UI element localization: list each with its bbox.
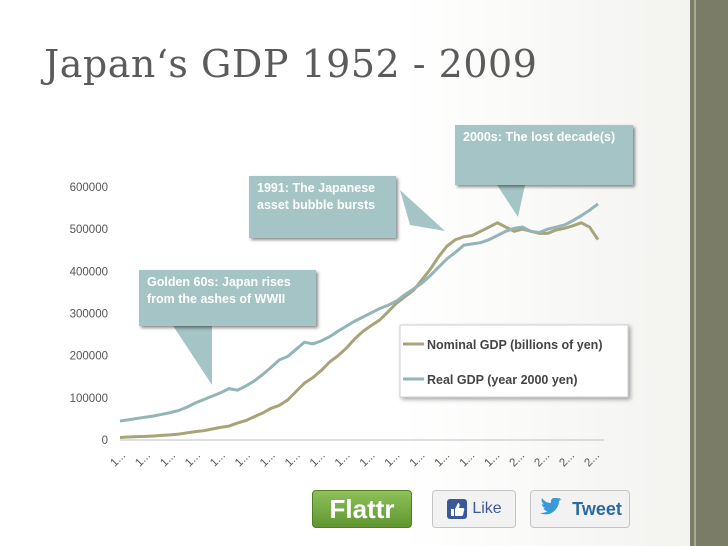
bird-icon xyxy=(540,498,563,515)
x-tick-label: 1... xyxy=(183,450,203,470)
callout-sixties-pointer xyxy=(168,318,212,385)
y-tick-label: 600000 xyxy=(70,182,108,194)
x-tick-label: 1... xyxy=(433,450,453,470)
x-tick-label: 1... xyxy=(133,450,153,470)
legend-label-nominal: Nominal GDP (billions of yen) xyxy=(427,338,602,352)
x-tick-label: 1... xyxy=(233,450,253,470)
y-tick-label: 400000 xyxy=(70,266,108,278)
x-tick-label: 1... xyxy=(408,450,428,470)
legend-label-real: Real GDP (year 2000 yen) xyxy=(427,373,578,387)
y-tick-label: 100000 xyxy=(70,393,108,405)
thumbs-up-icon xyxy=(447,499,468,519)
tweet-button[interactable]: Tweet xyxy=(530,490,630,528)
legend-box xyxy=(399,324,629,398)
x-tick-label: 1... xyxy=(283,450,303,470)
x-tick-label: 2... xyxy=(557,450,577,470)
callout-lost-decade: 2000s: The lost decade(s) xyxy=(455,125,633,185)
x-axis: 1... 1... 1... 1... 1... 1... 1... 1... 1... 1...… xyxy=(108,450,602,470)
side-stripe-line xyxy=(694,0,696,546)
callout-lost-decade-pointer xyxy=(497,185,525,217)
x-tick-label: 1... xyxy=(258,450,278,470)
flattr-label: Flattr xyxy=(329,493,395,524)
callout-sixties: Golden 60s: Japan rises from the ashes o… xyxy=(139,270,316,326)
x-tick-label: 2... xyxy=(582,450,602,470)
y-tick-label: 0 xyxy=(102,435,108,447)
y-axis: 0 100000 200000 300000 400000 500000 600000 xyxy=(70,182,108,447)
x-tick-label: 1... xyxy=(483,450,503,470)
x-tick-label: 2... xyxy=(532,450,552,470)
nominal-gdp-line xyxy=(119,221,600,439)
x-tick-label: 1... xyxy=(333,450,353,470)
x-tick-label: 1... xyxy=(308,450,328,470)
tweet-label: Tweet xyxy=(572,498,622,519)
y-tick-label: 500000 xyxy=(70,224,108,236)
y-tick-label: 200000 xyxy=(70,351,108,363)
callout-bubble: 1991: The Japanese asset bubble bursts xyxy=(249,176,396,238)
x-tick-label: 1... xyxy=(358,450,378,470)
x-tick-label: 1... xyxy=(108,450,128,470)
like-label: Like xyxy=(472,500,502,517)
x-tick-label: 1... xyxy=(158,450,178,470)
x-tick-label: 1... xyxy=(383,450,403,470)
side-stripe xyxy=(690,0,728,546)
real-gdp-line xyxy=(119,202,599,423)
x-tick-label: 1... xyxy=(458,450,478,470)
x-tick-label: 1... xyxy=(208,450,228,470)
y-tick-label: 300000 xyxy=(70,309,108,321)
like-button[interactable]: Like xyxy=(432,490,516,528)
slide-title: Japan‘s GDP 1952 - 2009 xyxy=(44,42,538,86)
x-tick-label: 2... xyxy=(507,450,527,470)
flattr-button[interactable]: Flattr xyxy=(312,490,412,528)
callout-bubble-pointer xyxy=(400,190,445,231)
